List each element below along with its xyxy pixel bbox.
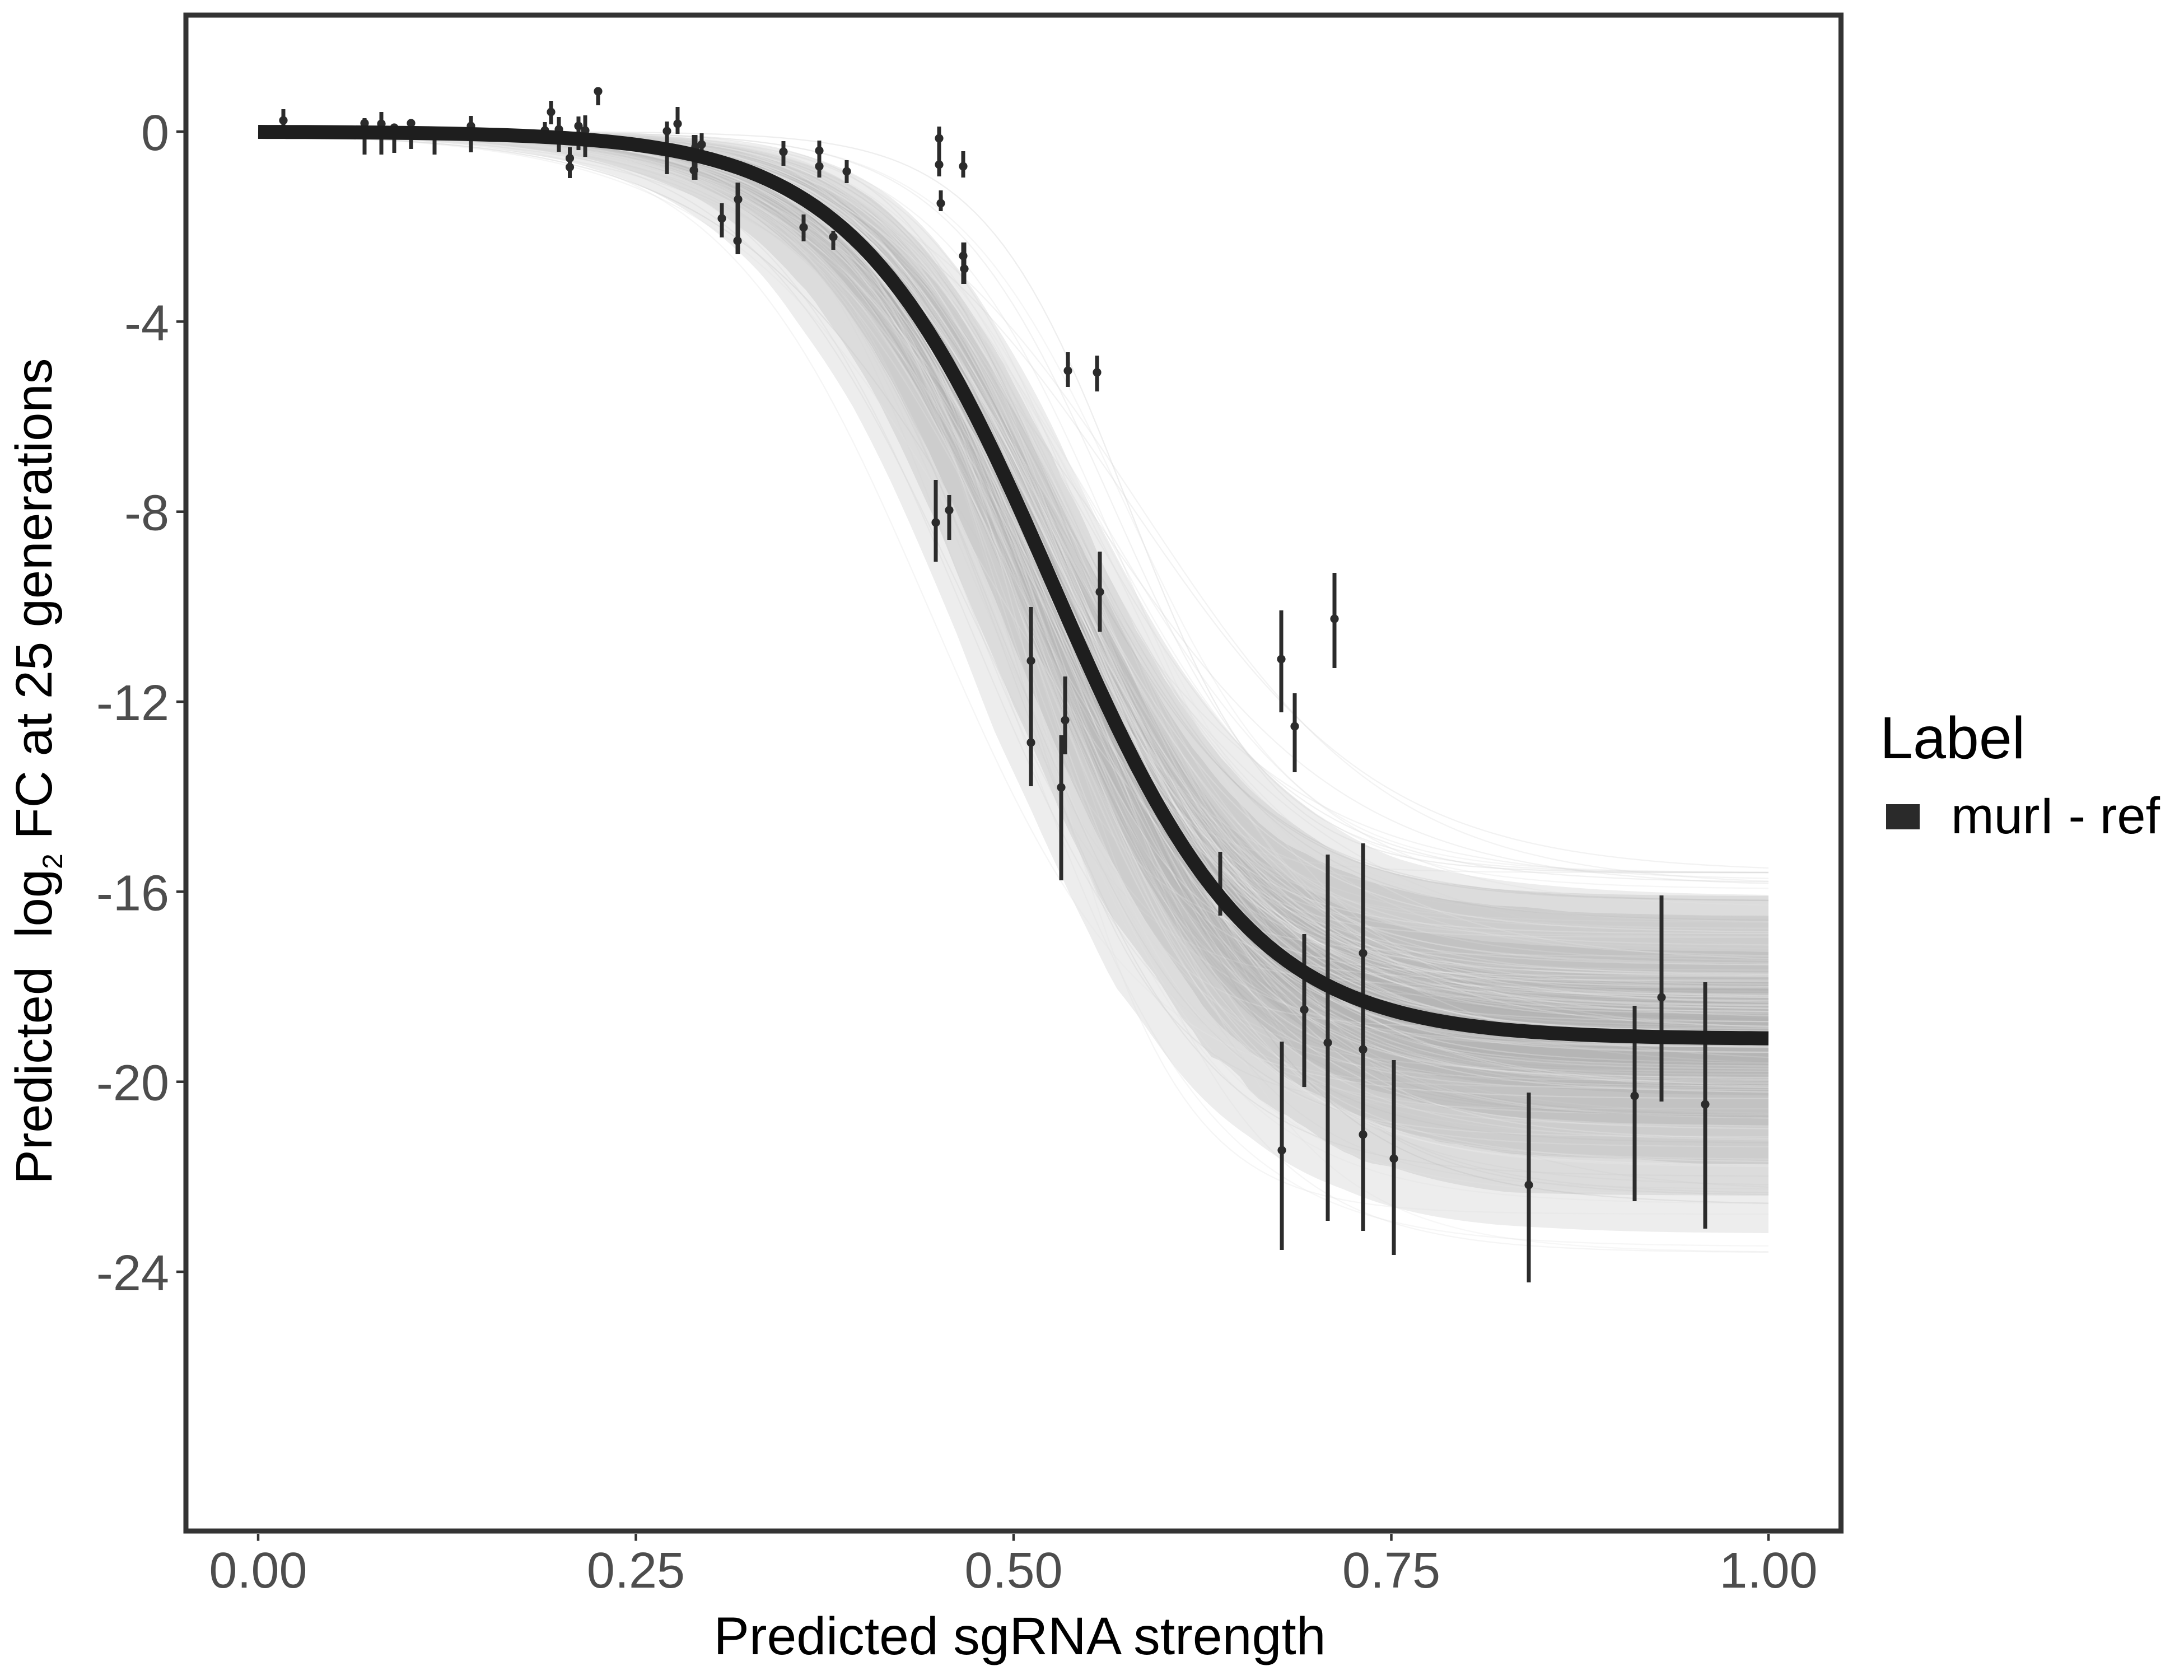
svg-text:1.00: 1.00 [1719, 1543, 1817, 1599]
svg-text:0.75: 0.75 [1342, 1543, 1440, 1599]
svg-text:0.00: 0.00 [209, 1543, 307, 1599]
svg-text:-4: -4 [124, 295, 169, 351]
svg-text:0.50: 0.50 [964, 1543, 1062, 1599]
svg-text:0.25: 0.25 [587, 1543, 685, 1599]
svg-text:-8: -8 [124, 486, 169, 542]
svg-text:Label: Label [1880, 705, 2025, 771]
svg-text:-16: -16 [96, 865, 169, 921]
svg-text:Predicted sgRNA strength: Predicted sgRNA strength [713, 1607, 1326, 1666]
svg-text:murI - ref: murI - ref [1951, 787, 2160, 844]
svg-text:Predicted log2 FC at 25 gener: Predicted log2 FC at 25 generations [6, 358, 68, 1184]
svg-text:0: 0 [141, 105, 169, 161]
svg-text:-12: -12 [96, 675, 169, 731]
svg-text:-20: -20 [96, 1056, 169, 1112]
svg-text:-24: -24 [96, 1245, 169, 1301]
